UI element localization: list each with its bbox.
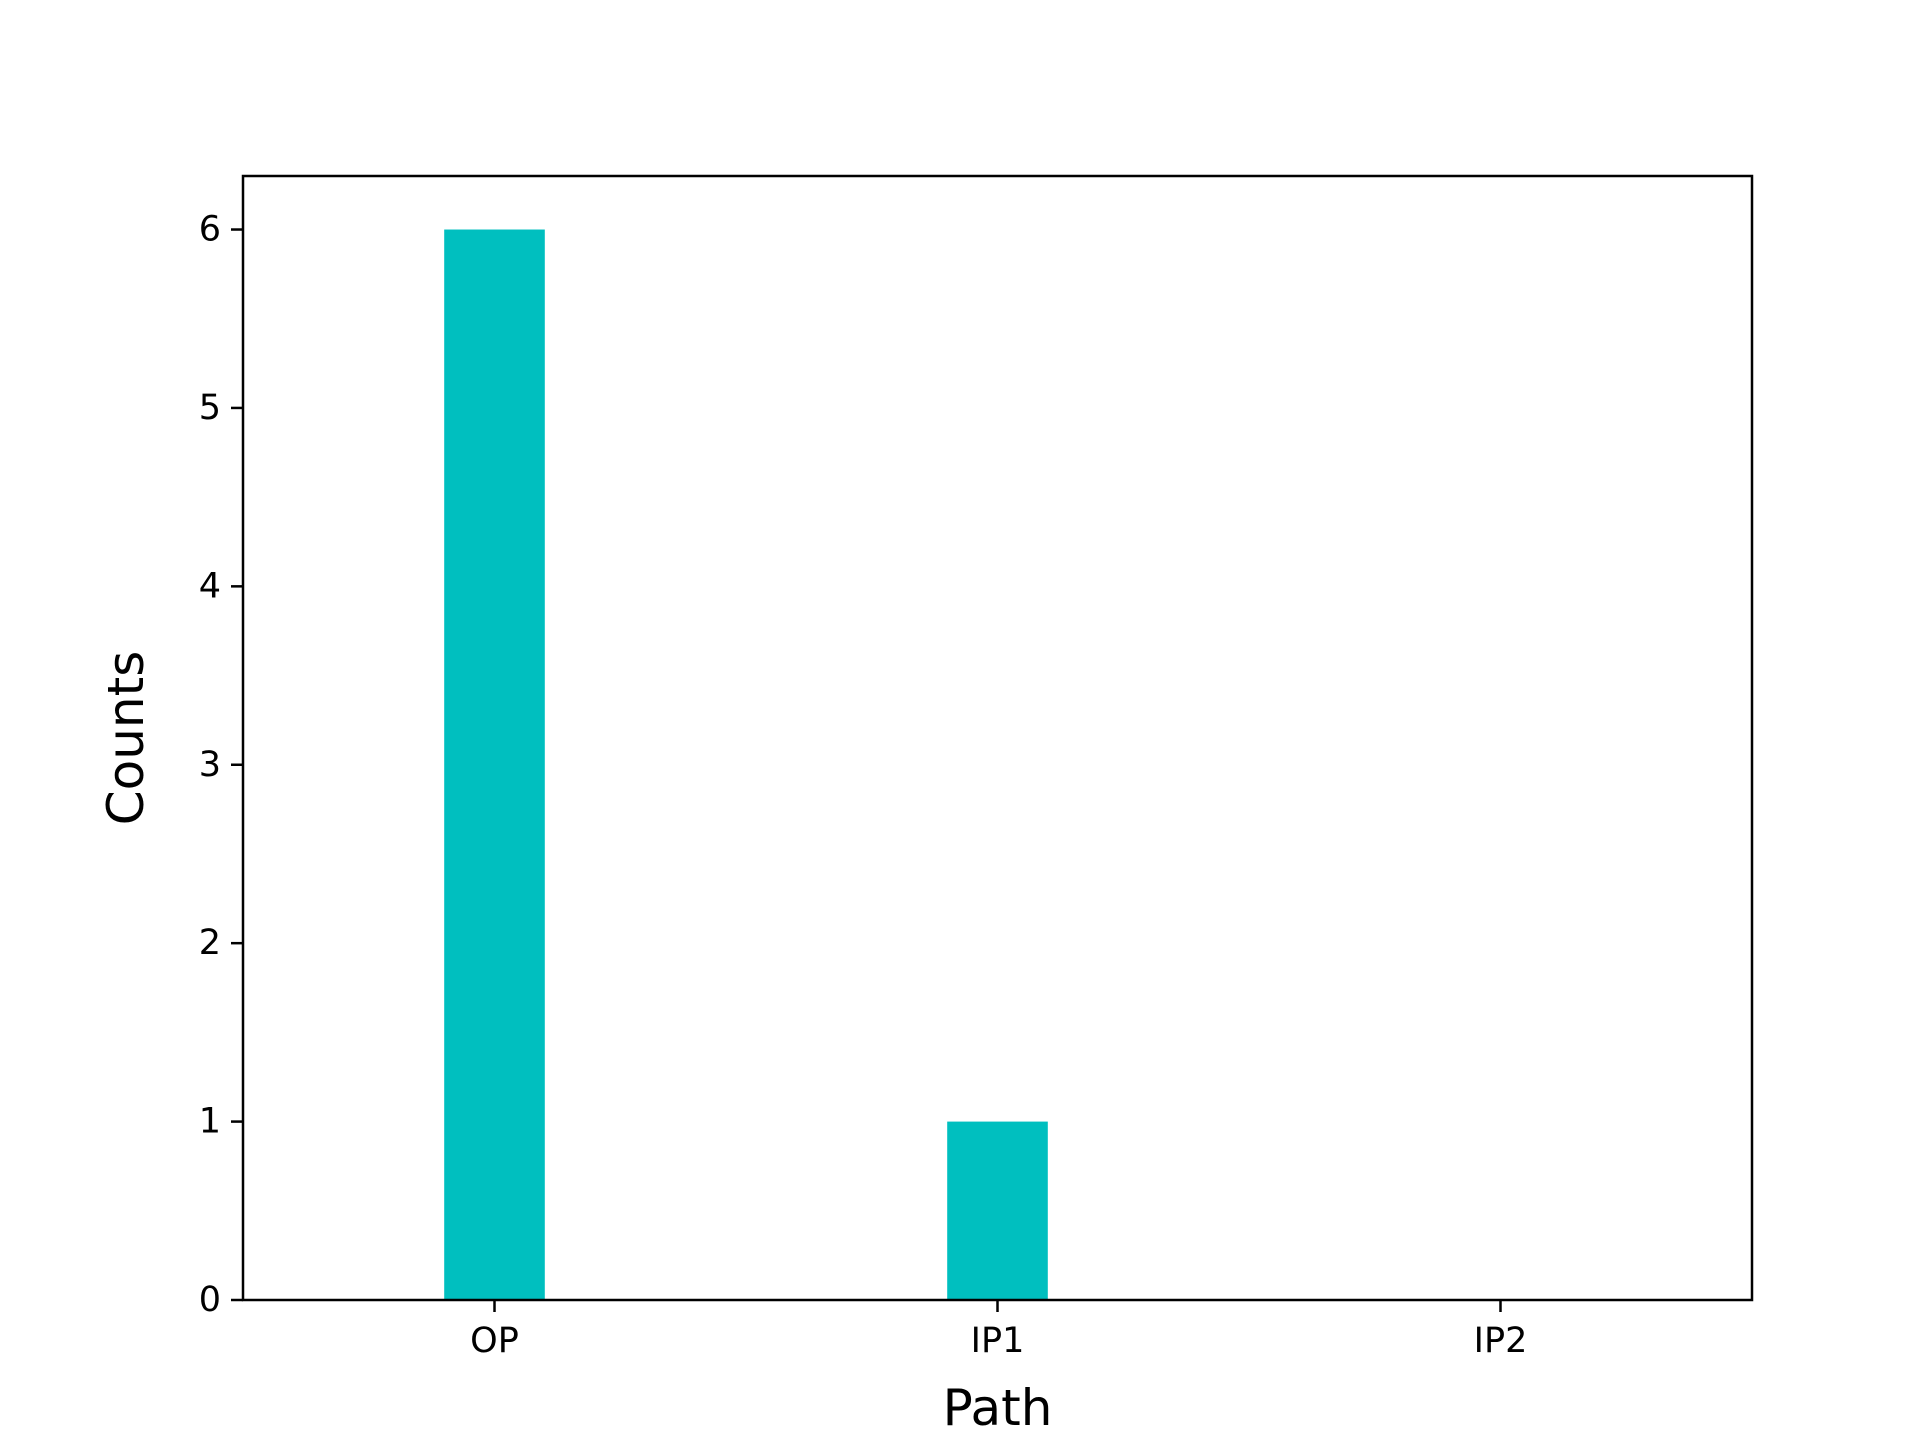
x-tick-label-op: OP: [470, 1321, 519, 1361]
y-tick-label: 3: [199, 745, 221, 785]
x-axis-label: Path: [943, 1379, 1053, 1437]
x-tick-label-ip1: IP1: [971, 1321, 1025, 1361]
y-tick-label: 2: [199, 923, 221, 963]
y-tick-label: 4: [199, 566, 221, 606]
y-tick-label: 0: [199, 1280, 221, 1320]
y-axis-label: Counts: [97, 651, 155, 826]
y-tick-label: 1: [199, 1102, 221, 1142]
x-tick-label-ip2: IP2: [1474, 1321, 1528, 1361]
bar-ip1: [947, 1121, 1048, 1300]
y-axis-ticks: 0 1 2 3 4 5 6: [199, 210, 243, 1320]
y-tick-label: 5: [199, 388, 221, 428]
y-tick-label: 6: [199, 210, 221, 250]
bar-op: [444, 229, 545, 1300]
bars-layer: [444, 229, 1048, 1300]
x-axis-ticks: OP IP1 IP2: [470, 1300, 1527, 1361]
